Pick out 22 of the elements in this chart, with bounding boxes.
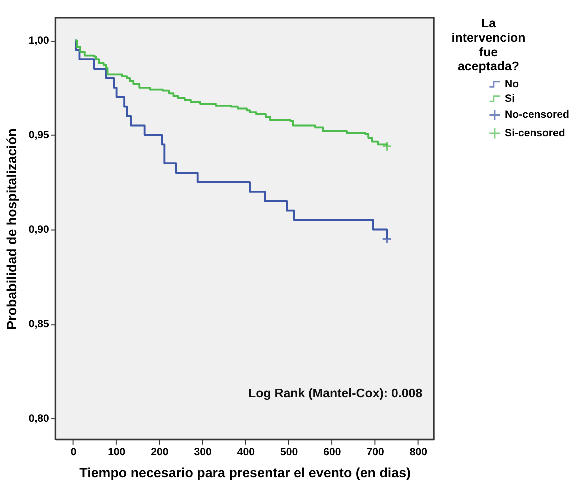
legend-title: La intervencion fue aceptada? bbox=[452, 16, 526, 74]
x-tick-label: 0 bbox=[70, 446, 77, 458]
x-tick-label: 700 bbox=[366, 446, 384, 458]
annotation: Log Rank (Mantel-Cox): 0.008 bbox=[248, 386, 423, 400]
x-tick-label: 300 bbox=[194, 446, 212, 458]
x-tick-label: 800 bbox=[410, 446, 428, 458]
x-tick-label: 600 bbox=[324, 446, 342, 458]
x-tick-label: 400 bbox=[237, 446, 256, 458]
legend-label: No bbox=[505, 78, 520, 90]
legend-label: No-censored bbox=[505, 109, 570, 122]
legend-label: Si bbox=[505, 92, 516, 105]
y-axis-title: Probabilidad de hospitalización bbox=[4, 128, 20, 330]
legend-label: Si-censored bbox=[505, 127, 566, 140]
y-tick-label: 0,95 bbox=[28, 130, 50, 142]
y-tick-label: 1,00 bbox=[28, 35, 50, 48]
x-tick-label: 500 bbox=[280, 446, 298, 458]
y-tick-label: 0,85 bbox=[28, 318, 50, 331]
y-tick-label: 0,90 bbox=[28, 224, 50, 236]
x-tick-label: 100 bbox=[108, 446, 126, 458]
y-tick-label: 0,80 bbox=[28, 413, 50, 426]
x-tick-label: 200 bbox=[151, 446, 169, 458]
x-axis-title: Tiempo necesario para presentar el evento (en dias) bbox=[80, 466, 411, 480]
